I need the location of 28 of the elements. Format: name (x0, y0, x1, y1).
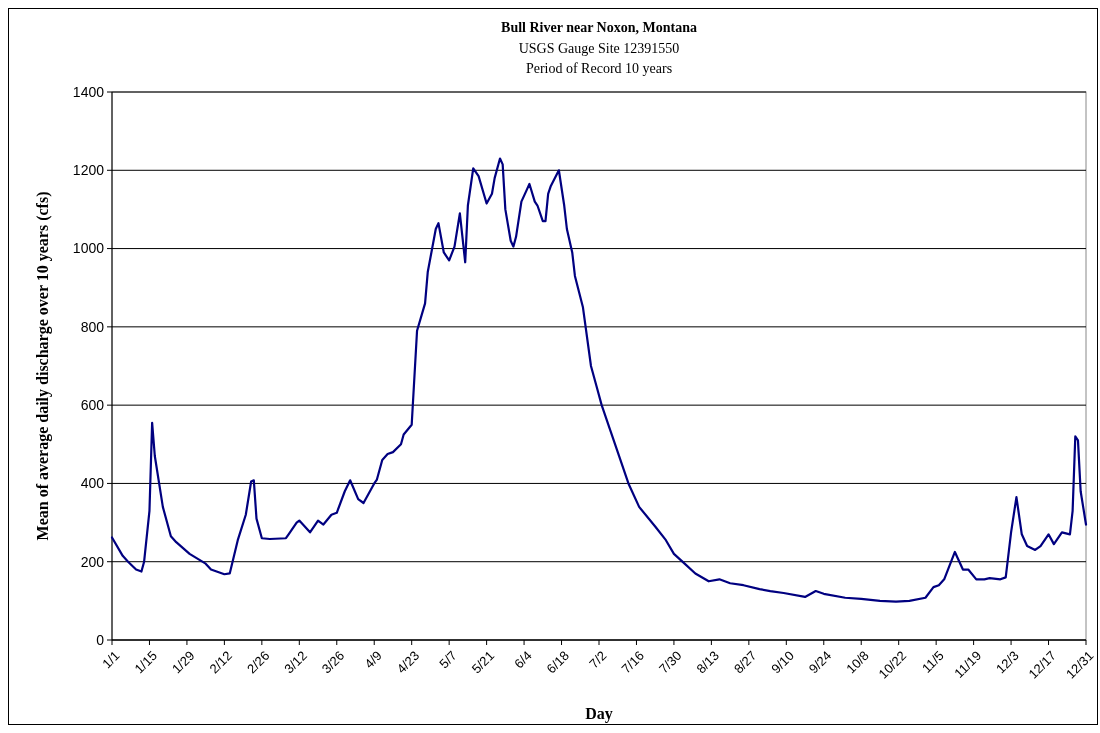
y-tick-label: 400 (80, 475, 105, 492)
x-tick-label: 11/5 (918, 647, 947, 676)
chart-subtitle: USGS Gauge Site 12391550 Period of Record 10 years (518, 41, 680, 76)
x-tick-label: 6/4 (511, 647, 535, 672)
x-tick-label: 7/16 (618, 647, 648, 677)
x-tick-label: 7/2 (586, 647, 610, 672)
x-tick-label: 6/18 (543, 647, 573, 677)
chart-title: Bull River near Noxon, Montana (501, 20, 697, 35)
y-axis-title: Mean of average daily discharge over 10 years (cfs) (34, 191, 52, 541)
x-axis-title: Day (585, 705, 613, 723)
x-tick-label: 9/24 (805, 647, 835, 677)
x-tick-label: 3/26 (318, 647, 348, 677)
y-tick-label: 600 (80, 397, 105, 414)
x-tick-label: 4/9 (361, 647, 385, 672)
x-tick-label: 5/7 (436, 647, 460, 672)
y-tick-label: 1200 (72, 162, 105, 179)
x-tick-label: 4/23 (393, 647, 423, 677)
y-tick-label: 800 (80, 318, 105, 335)
x-tick-label: 1/1 (99, 647, 123, 672)
y-tick-label: 1400 (72, 83, 105, 100)
x-tick-label: 7/30 (655, 647, 685, 677)
x-tick-label: 5/21 (468, 647, 498, 677)
x-tick-label: 9/10 (768, 647, 797, 677)
x-tick-label: 3/12 (281, 647, 310, 677)
y-tick-label: 0 (96, 631, 105, 648)
x-tick-label: 8/13 (693, 647, 722, 677)
y-tick-label: 200 (80, 553, 105, 570)
y-tick-label: 1000 (72, 240, 105, 257)
